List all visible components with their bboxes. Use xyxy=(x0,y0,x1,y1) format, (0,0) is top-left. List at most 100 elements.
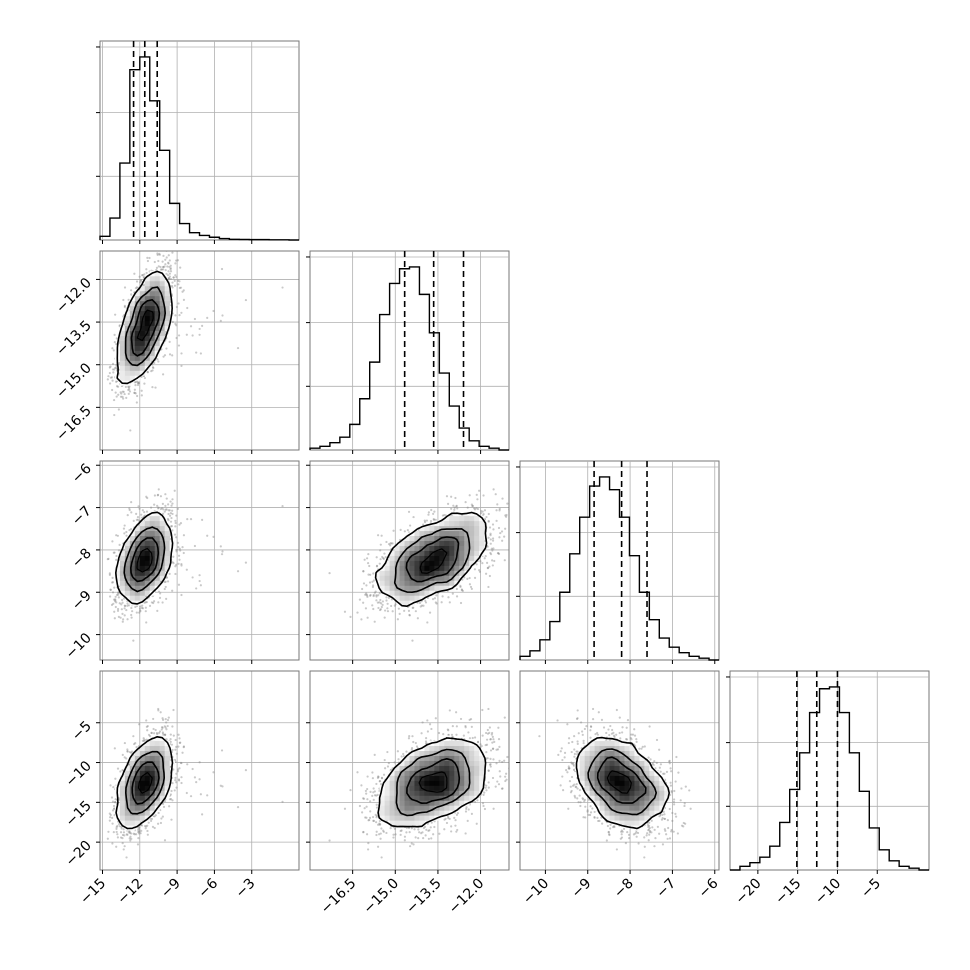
sample-point xyxy=(164,258,167,261)
sample-point xyxy=(136,843,140,846)
sample-point xyxy=(156,358,159,361)
density-cell xyxy=(619,780,625,786)
sample-point xyxy=(366,594,369,597)
density-cell xyxy=(654,780,660,786)
density-cell xyxy=(589,745,596,751)
density-cell xyxy=(639,770,645,776)
contour-line xyxy=(115,511,174,605)
density-cell xyxy=(474,760,480,766)
sample-point xyxy=(115,554,118,558)
sample-point xyxy=(373,794,377,797)
density-cell xyxy=(159,315,166,322)
histogram-frame xyxy=(99,40,300,241)
density-cell xyxy=(124,310,131,317)
density-cell xyxy=(404,795,410,801)
density-cell xyxy=(449,745,455,751)
sample-point xyxy=(150,601,153,604)
sample-point xyxy=(171,281,174,284)
density-cell xyxy=(124,315,131,322)
sample-point xyxy=(455,813,459,817)
x-tick-label: −12 xyxy=(114,876,146,908)
sample-point xyxy=(610,732,613,735)
density-cell xyxy=(399,775,405,781)
sample-point xyxy=(663,817,667,821)
sample-point xyxy=(491,539,495,542)
density-cell xyxy=(439,805,445,811)
density-cell xyxy=(619,785,625,791)
sample-point xyxy=(172,276,175,279)
sample-point xyxy=(515,719,517,721)
sample-point xyxy=(373,790,376,793)
sample-point xyxy=(468,737,472,740)
sample-point xyxy=(386,602,389,605)
density-cell xyxy=(594,795,600,801)
sample-point xyxy=(368,581,372,584)
density-cell xyxy=(139,550,146,556)
density-cell xyxy=(479,525,485,532)
sample-point xyxy=(114,777,117,780)
sample-point xyxy=(134,287,138,290)
density-cell xyxy=(149,300,156,307)
sample-point xyxy=(393,827,397,831)
density-cell xyxy=(479,760,485,766)
sample-point xyxy=(389,544,392,547)
sample-point xyxy=(572,763,575,766)
sample-point xyxy=(378,823,381,826)
sample-point xyxy=(428,829,431,832)
sample-point xyxy=(111,379,114,382)
density-cell xyxy=(409,535,415,541)
sample-point xyxy=(641,745,644,748)
sample-point xyxy=(643,845,646,848)
sample-point xyxy=(378,562,381,565)
sample-point xyxy=(150,819,153,822)
density-cell xyxy=(634,780,640,786)
sample-point xyxy=(427,511,430,514)
sample-point xyxy=(244,561,248,564)
sample-point xyxy=(169,277,172,281)
sample-point xyxy=(130,606,133,610)
density-cell xyxy=(449,755,455,761)
sample-point xyxy=(586,810,589,813)
sample-point xyxy=(459,585,462,588)
density-cell xyxy=(144,795,151,801)
density-cell xyxy=(454,515,460,522)
density-cell xyxy=(144,515,151,522)
sample-point xyxy=(158,252,161,255)
density-cell xyxy=(604,760,610,766)
sample-point xyxy=(366,616,369,619)
sample-point xyxy=(177,334,181,337)
sample-point xyxy=(647,828,651,831)
sample-point xyxy=(343,610,347,613)
sample-point xyxy=(142,275,146,278)
density-cell xyxy=(129,530,136,537)
density-cell xyxy=(654,810,660,816)
density-cell xyxy=(129,535,136,541)
sample-point xyxy=(615,733,618,736)
density-cell xyxy=(134,765,141,771)
sample-point xyxy=(177,283,180,286)
sample-point xyxy=(390,598,394,601)
sample-point xyxy=(389,542,392,545)
sample-point xyxy=(161,717,164,720)
sample-point xyxy=(166,724,169,728)
density-cell xyxy=(389,575,395,581)
density-cell xyxy=(134,550,141,556)
sample-point xyxy=(130,750,134,753)
sample-point xyxy=(376,534,380,537)
density-cell xyxy=(154,330,161,336)
sample-point xyxy=(407,737,411,740)
sample-point xyxy=(129,289,133,292)
sample-point xyxy=(428,611,432,614)
density-cell xyxy=(129,570,136,576)
sample-point xyxy=(366,562,370,565)
density-cell xyxy=(424,575,430,581)
sample-point xyxy=(576,717,579,720)
sample-point xyxy=(180,352,183,355)
sample-point xyxy=(115,845,118,848)
sample-point xyxy=(362,601,365,604)
density-cell xyxy=(164,300,171,307)
sample-point xyxy=(130,616,133,619)
sample-point xyxy=(372,572,375,575)
density-cell xyxy=(114,810,121,816)
sample-point xyxy=(510,539,512,541)
